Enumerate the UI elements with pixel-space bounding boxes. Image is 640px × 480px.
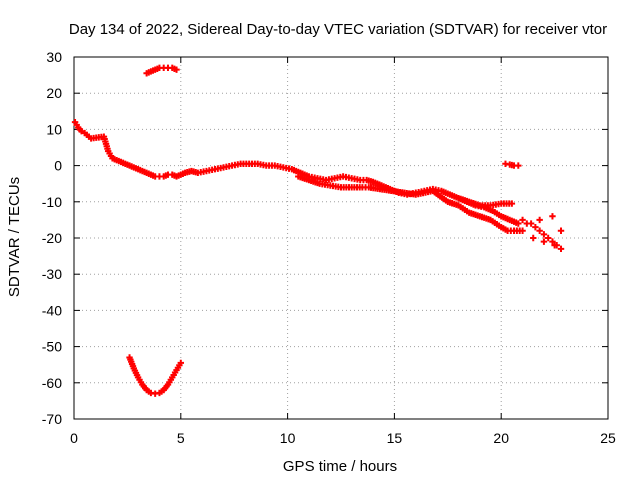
y-tick-label: 0 <box>54 158 62 174</box>
data-point <box>544 234 552 242</box>
y-tick-label: -40 <box>42 302 62 318</box>
data-point <box>540 238 548 245</box>
y-tick-label: 30 <box>46 49 62 65</box>
data-point <box>532 223 539 231</box>
data-point <box>536 227 543 234</box>
data-point <box>530 234 537 242</box>
data-point <box>557 245 565 253</box>
y-tick-label: -70 <box>42 411 62 427</box>
y-tick-label: -50 <box>42 339 62 355</box>
y-tick-label: 20 <box>46 85 62 101</box>
data-point <box>549 213 556 220</box>
data-point <box>551 242 558 249</box>
x-tick-label: 5 <box>177 430 185 446</box>
data-point <box>519 227 526 234</box>
x-tick-label: 25 <box>600 430 616 446</box>
x-axis-ticks: 0 5 10 15 20 25 <box>70 57 616 446</box>
y-tick-label: 10 <box>46 121 62 137</box>
data-point <box>523 220 531 227</box>
y-axis-ticks: 30 20 10 0 -10 -20 -30 -40 -50 -60 -70 <box>42 49 608 427</box>
y-axis-label: SDTVAR / TECUs <box>6 177 23 297</box>
x-tick-label: 15 <box>387 430 403 446</box>
data-point <box>519 216 526 224</box>
x-axis-label: GPS time / hours <box>283 458 397 475</box>
grid-lines <box>74 57 608 419</box>
data-point <box>173 66 180 73</box>
x-tick-label: 10 <box>280 430 296 446</box>
data-point <box>549 238 556 245</box>
y-tick-label: -30 <box>42 266 62 282</box>
data-point <box>78 128 85 135</box>
chart-title: Day 134 of 2022, Sidereal Day-to-day VTE… <box>69 21 607 38</box>
data-point <box>540 231 548 238</box>
x-tick-label: 20 <box>493 430 509 446</box>
y-tick-label: -20 <box>42 230 62 246</box>
x-tick-label: 0 <box>70 430 78 446</box>
data-point <box>508 200 516 207</box>
data-points <box>71 64 565 397</box>
data-point <box>515 162 522 169</box>
data-point <box>557 227 565 234</box>
data-point <box>536 216 543 224</box>
data-point <box>177 359 184 367</box>
data-point <box>515 220 522 227</box>
y-tick-label: -60 <box>42 375 62 391</box>
y-tick-label: -10 <box>42 194 62 210</box>
